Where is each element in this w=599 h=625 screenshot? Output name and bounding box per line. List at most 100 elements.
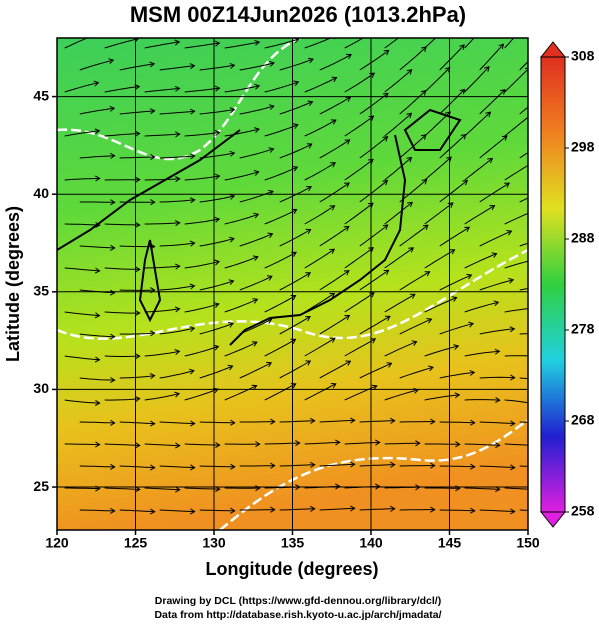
streamline-arrow (350, 505, 356, 512)
streamline (319, 270, 350, 291)
streamline (479, 135, 508, 159)
streamline-arrow (254, 83, 261, 90)
streamline-arrow (175, 442, 181, 449)
streamline (344, 292, 375, 313)
streamline-arrow (229, 62, 236, 69)
streamline-arrow (449, 249, 456, 255)
streamline-arrow (214, 216, 221, 223)
x-tick-label: 130 (202, 535, 226, 551)
streamline-arrow (329, 205, 336, 211)
streamline-arrow (390, 417, 396, 424)
streamline (144, 265, 180, 269)
streamline-arrow (539, 45, 544, 50)
streamline (304, 441, 340, 445)
streamline-arrow (491, 252, 498, 258)
streamline-arrow (255, 485, 261, 492)
streamline-arrow (253, 170, 260, 176)
streamline (304, 162, 336, 181)
streamline-arrow (268, 104, 275, 111)
streamline-arrow (446, 156, 452, 163)
streamline-arrow (228, 322, 235, 328)
streamline-arrow (535, 401, 540, 406)
streamline-arrow (508, 277, 515, 284)
streamline (199, 152, 235, 159)
streamline (279, 360, 311, 379)
y-tick-label: 40 (33, 185, 49, 201)
streamline (104, 311, 140, 314)
streamline (504, 260, 528, 269)
streamline-arrow (135, 353, 141, 360)
streamline-arrow (310, 505, 316, 512)
streamline (64, 223, 100, 226)
streamline-arrow (430, 462, 436, 469)
streamline (304, 38, 332, 49)
streamline (199, 421, 235, 424)
streamline (104, 133, 140, 137)
streamline-arrow (344, 139, 351, 145)
streamline (264, 209, 297, 225)
streamline (144, 41, 180, 49)
streamline (224, 85, 260, 93)
streamline-arrow (462, 179, 469, 186)
streamline-arrow (495, 442, 501, 449)
streamline (384, 442, 420, 445)
streamline (199, 109, 235, 115)
streamline-arrow (510, 420, 516, 427)
streamline (224, 213, 259, 225)
streamline-arrow (345, 96, 352, 102)
streamline-arrow (229, 150, 236, 157)
streamline (64, 130, 100, 137)
streamline-arrow (150, 420, 156, 427)
streamline (384, 112, 412, 137)
streamline (199, 465, 235, 468)
streamline-arrow (415, 440, 421, 447)
streamline (504, 212, 528, 225)
streamline (504, 38, 515, 49)
streamline (439, 44, 465, 71)
streamline (79, 465, 115, 468)
streamline (159, 370, 195, 379)
streamline-arrow (350, 461, 356, 468)
streamline-arrow (174, 131, 181, 138)
x-tick-label: 140 (359, 535, 383, 551)
streamline (424, 297, 457, 313)
streamline-arrow (305, 272, 312, 278)
streamline (359, 315, 391, 335)
streamline (399, 366, 434, 379)
streamline (104, 38, 139, 49)
streamline (104, 355, 140, 357)
streamline-arrow (94, 356, 101, 363)
streamline (464, 253, 497, 269)
streamline-arrow (375, 483, 381, 490)
streamline (479, 421, 515, 425)
streamline-arrow (335, 439, 341, 446)
streamline (119, 465, 155, 469)
streamline-arrow (523, 22, 528, 27)
streamline-arrow (310, 417, 316, 424)
streamline (319, 54, 352, 71)
streamline (519, 197, 528, 203)
streamline (519, 421, 528, 423)
streamline-arrow (370, 338, 377, 344)
streamline-arrow (189, 153, 196, 160)
footer: Data from http://database.rish.kyoto-u.a… (154, 609, 441, 621)
streamline-arrow (188, 368, 195, 375)
streamline-arrow (535, 354, 539, 359)
streamline-arrow (530, 162, 535, 167)
streamline (344, 247, 374, 269)
streamline-arrow (214, 85, 221, 92)
streamline (399, 271, 430, 291)
streamline-arrow (409, 293, 416, 299)
streamline (199, 322, 234, 335)
streamline-arrow (174, 349, 181, 355)
streamline (144, 487, 180, 491)
streamline (359, 508, 395, 511)
streamline-arrow (459, 44, 465, 50)
streamline (119, 245, 155, 248)
streamline (519, 242, 528, 247)
streamline (359, 49, 389, 71)
streamline-arrow (95, 221, 101, 228)
streamline (304, 77, 337, 93)
streamline (224, 298, 258, 313)
streamline (264, 383, 296, 401)
